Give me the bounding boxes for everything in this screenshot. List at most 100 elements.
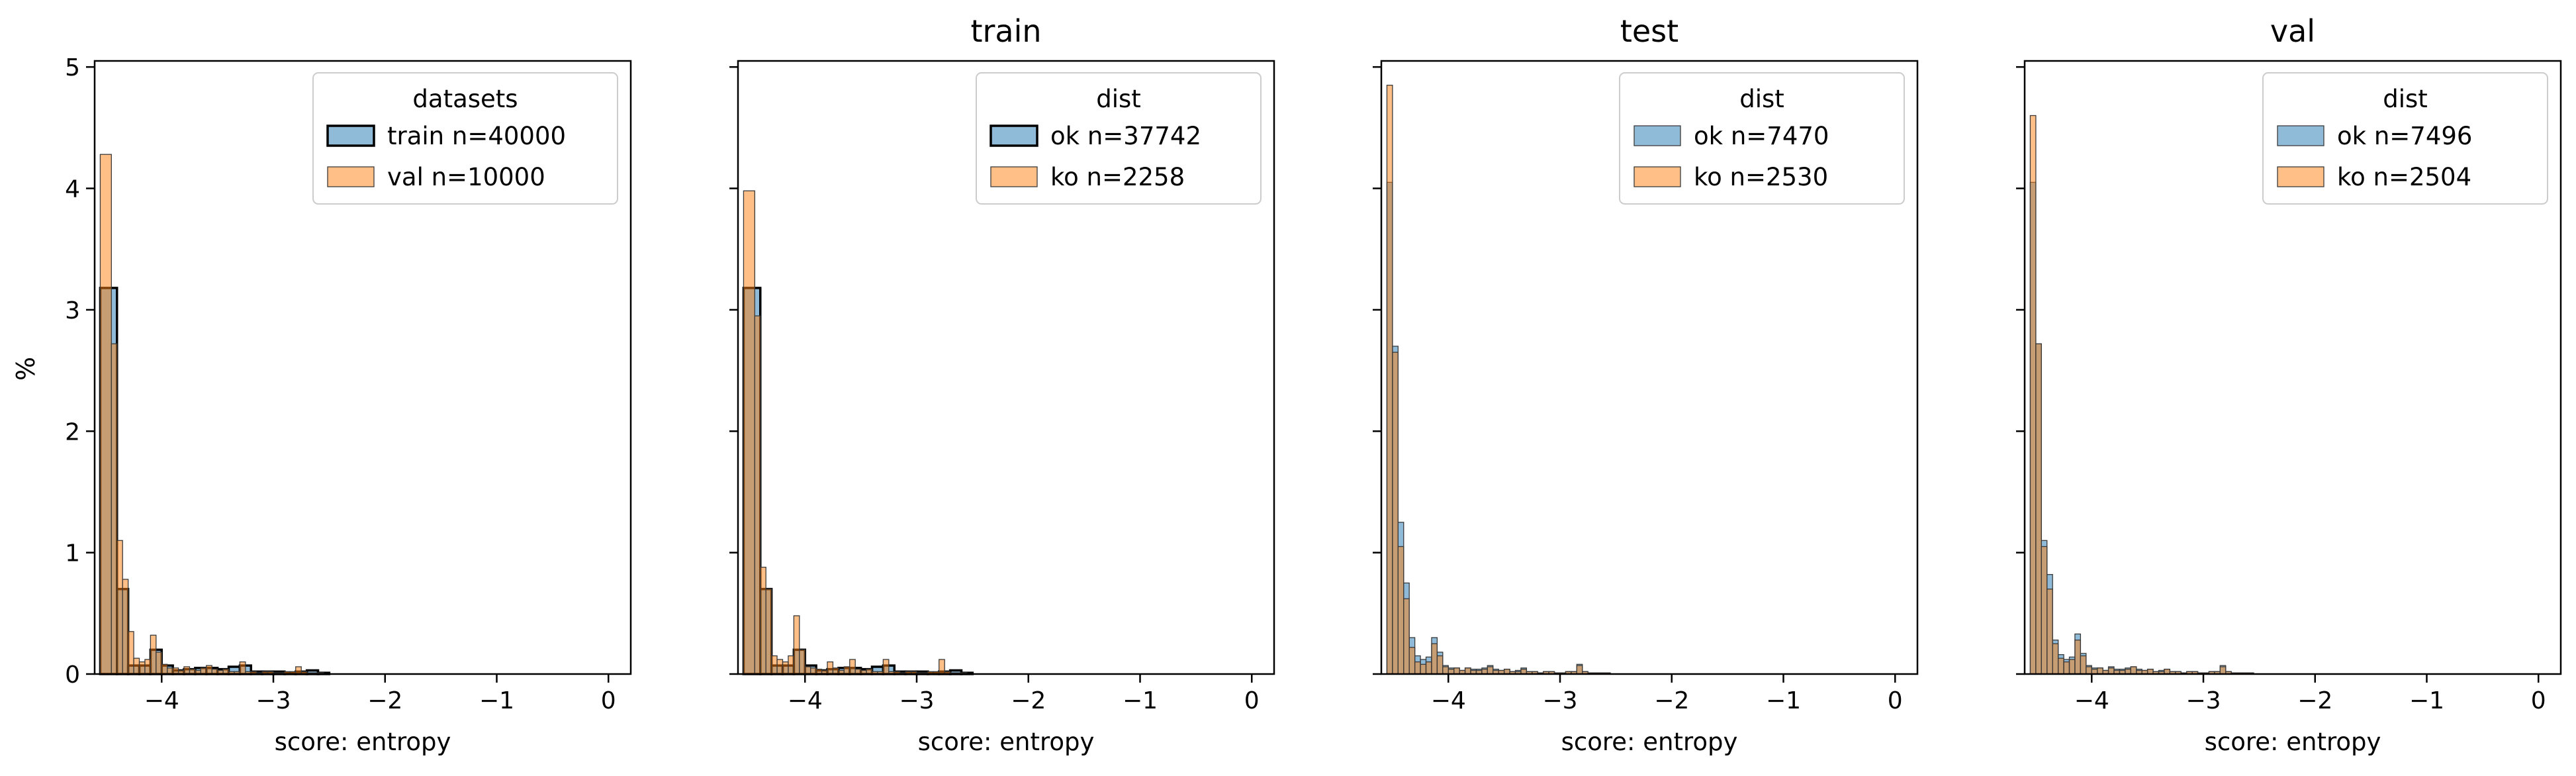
y-axis-label: %: [11, 357, 40, 381]
histogram-bar: [754, 315, 761, 675]
x-axis-label: score: entropy: [275, 728, 451, 756]
histogram-bar: [1392, 352, 1399, 675]
histogram-bar: [765, 588, 772, 675]
histogram-bar: [1403, 598, 1410, 675]
histogram-bar: [127, 631, 134, 675]
histogram-bar: [810, 667, 817, 675]
histogram-bar: [776, 659, 784, 675]
axes-frame: [1380, 60, 1919, 675]
x-tick-label: −2: [367, 687, 402, 714]
x-tick-label: −1: [479, 687, 514, 714]
x-tick-label: 0: [1244, 687, 1260, 714]
y-tick-label: 5: [65, 54, 80, 81]
histogram-bar: [2097, 667, 2103, 675]
axes-frame: [2023, 60, 2562, 675]
histogram-bar: [122, 579, 129, 675]
x-tick-label: −1: [1766, 687, 1801, 714]
panel-title: train: [970, 13, 1041, 49]
x-tick-label: −4: [2074, 687, 2109, 714]
histogram-bar: [1386, 85, 1393, 675]
histogram-bar: [295, 666, 302, 675]
x-tick-label: −3: [255, 687, 291, 714]
legend: datasets train n=40000 val n=10000: [312, 72, 618, 205]
legend-title: dist: [1096, 85, 1141, 113]
histogram-bar: [150, 634, 157, 675]
legend-swatch: [1633, 125, 1681, 146]
x-tick-label: −4: [788, 687, 823, 714]
histogram-bar: [743, 190, 755, 675]
histogram-bar: [144, 659, 152, 675]
legend-entry: ok n=37742: [1050, 122, 1201, 150]
y-tick-label: 3: [65, 297, 80, 324]
legend-entry: ok n=7496: [2337, 122, 2472, 150]
histogram-bar: [1464, 667, 1471, 675]
histogram-bar: [939, 659, 945, 675]
histogram-bar: [1436, 655, 1444, 675]
histogram-bar: [2074, 640, 2082, 675]
histogram-bar: [2057, 657, 2064, 675]
histogram-bar: [1397, 546, 1404, 675]
histogram-bar: [133, 657, 140, 675]
legend-swatch: [990, 166, 1038, 187]
histogram-bar: [183, 666, 191, 675]
legend-entry: ok n=7470: [1694, 122, 1829, 150]
legend-swatch: [327, 166, 375, 187]
histogram-bar: [2047, 588, 2053, 675]
histogram-panel-1: −4 −3 −2 −1 0 0 1 2 3 4 5 score: entropy datasets tra…: [65, 54, 632, 756]
histogram-bar: [161, 663, 168, 675]
histogram-bar: [1414, 661, 1421, 675]
x-tick-label: −3: [1542, 687, 1577, 714]
legend-entry: ko n=2504: [2337, 163, 2471, 191]
histogram-bar: [1431, 643, 1438, 675]
histogram-bar: [1487, 666, 1494, 675]
x-tick-label: −2: [2297, 687, 2332, 714]
histogram-bar: [1442, 666, 1449, 675]
x-axis-label: score: entropy: [1561, 728, 1738, 756]
legend-swatch: [326, 124, 375, 147]
histogram-bar: [849, 659, 856, 675]
histogram-bar: [172, 667, 179, 675]
histogram-panel-3: −4 −3 −2 −1 0 score: entropy test dist ok n=7470…: [1373, 13, 1919, 756]
histogram-bar: [2107, 667, 2115, 675]
y-tick-label: 4: [65, 176, 80, 203]
histogram-bar: [111, 343, 118, 675]
legend-entry: ko n=2530: [1694, 163, 1828, 191]
histogram-bar: [2035, 343, 2042, 675]
axes-frame: [93, 60, 632, 675]
x-tick-label: −2: [1654, 687, 1689, 714]
x-axis-label: score: entropy: [918, 728, 1095, 756]
x-axis-label: score: entropy: [2205, 728, 2381, 756]
histogram-bar: [2063, 661, 2070, 675]
histogram-bar: [770, 655, 778, 675]
x-tick-label: 0: [601, 687, 616, 714]
legend-swatch: [2277, 166, 2324, 187]
legend: dist ok n=37742 ko n=2258: [976, 72, 1262, 205]
x-tick-label: −3: [2185, 687, 2221, 714]
histogram-bar: [1425, 661, 1432, 675]
histogram-bar: [832, 667, 839, 675]
x-tick-label: 0: [1888, 687, 1903, 714]
histogram-bar: [138, 661, 146, 675]
histogram-bar: [239, 661, 246, 675]
x-tick-label: −4: [1431, 687, 1466, 714]
histogram-panel-4: −4 −3 −2 −1 0 score: entropy val dist ok n=7496 k…: [2016, 13, 2562, 756]
y-tick-label: 1: [65, 540, 80, 567]
histogram-bar: [782, 661, 789, 675]
histogram-bar: [799, 649, 805, 675]
histogram-bar: [167, 667, 173, 675]
legend-box: [976, 72, 1262, 205]
legend: dist ok n=7470 ko n=2530: [1619, 72, 1905, 205]
histogram-bar: [2080, 655, 2087, 675]
legend-entry: ko n=2258: [1050, 163, 1185, 191]
histogram-bar: [788, 655, 795, 675]
histogram-bar: [2086, 666, 2092, 675]
histogram-bar: [804, 666, 811, 675]
histogram-bar: [200, 667, 207, 675]
histogram-bar: [2068, 659, 2076, 675]
histogram-bar: [793, 615, 800, 675]
histogram-bar: [843, 666, 851, 675]
panel-title: test: [1620, 13, 1679, 49]
histogram-bar: [2029, 115, 2037, 675]
histogram-bar: [1453, 667, 1460, 675]
